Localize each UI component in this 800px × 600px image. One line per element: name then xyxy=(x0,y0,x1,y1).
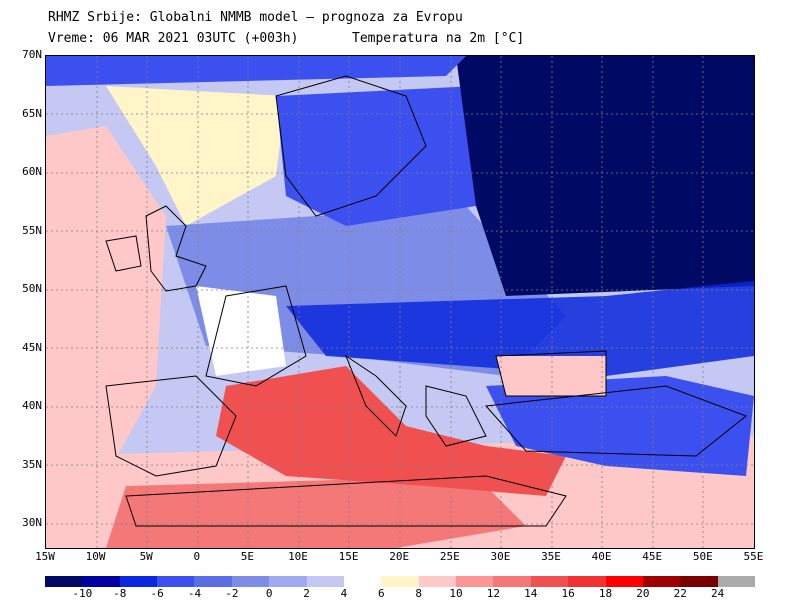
legend-swatch xyxy=(45,576,83,587)
legend-tick-label: 10 xyxy=(449,587,463,600)
legend-tick-label: 22 xyxy=(673,587,687,600)
lon-label: 55E xyxy=(743,550,764,563)
legend-tick-label: 20 xyxy=(636,587,650,600)
atlantic-light xyxy=(106,86,286,226)
lon-label: 0 xyxy=(193,550,201,563)
legend-swatch xyxy=(157,576,195,587)
legend-tick-label: 16 xyxy=(561,587,575,600)
lat-label: 55N xyxy=(22,223,42,237)
legend-tick-label: -6 xyxy=(150,587,164,600)
title: RHMZ Srbije: Globalni NMMB model — progn… xyxy=(48,10,463,25)
band-cold xyxy=(286,281,754,376)
legend-tick-label: 14 xyxy=(524,587,538,600)
legend-tick-label: 24 xyxy=(711,587,725,600)
legend-swatch xyxy=(717,576,756,587)
legend-swatch xyxy=(418,576,457,587)
legend-tick-label: -2 xyxy=(225,587,239,600)
legend-tick-label: 4 xyxy=(340,587,348,600)
grid-lines xyxy=(46,56,754,548)
lat-label: 30N xyxy=(22,516,42,529)
scandinavia-cold xyxy=(276,86,476,226)
lon-label: 10W xyxy=(85,550,106,563)
legend-swatch xyxy=(530,576,569,587)
legend-tick-label: -10 xyxy=(72,587,93,600)
legend-swatch xyxy=(82,576,121,587)
variable-name: Temperatura na 2m [°C] xyxy=(352,31,525,46)
lon-label: 35E xyxy=(541,550,561,563)
legend-swatch xyxy=(269,576,308,587)
legend-tick-label: 0 xyxy=(265,587,273,600)
lon-label: 10E xyxy=(288,550,308,563)
lon-label: 15W xyxy=(35,550,55,563)
lat-label: 40N xyxy=(22,399,42,412)
atlantic-warm xyxy=(46,126,166,486)
color-legend xyxy=(45,576,756,587)
temperature-map xyxy=(45,55,755,549)
legend-swatch xyxy=(343,576,382,587)
legend-swatch xyxy=(642,576,681,587)
sahara-hot xyxy=(106,476,526,548)
lon-label: 15E xyxy=(338,550,359,563)
legend-swatch xyxy=(568,576,607,587)
legend-swatch xyxy=(381,576,420,587)
lat-label: 45N xyxy=(22,340,42,354)
lon-label: 45E xyxy=(642,550,663,563)
forecast-time: Vreme: 06 MAR 2021 03UTC (+003h) xyxy=(48,31,299,46)
legend-tick-label: 8 xyxy=(415,587,422,600)
legend-tick-label: -8 xyxy=(113,587,127,600)
lat-label: 35N xyxy=(22,457,42,471)
legend-tick-label: 6 xyxy=(378,587,385,600)
russia-deep-cold xyxy=(456,56,754,296)
lon-label: 5W xyxy=(139,550,153,563)
coastlines xyxy=(105,75,747,527)
lon-label: 20E xyxy=(389,550,410,563)
legend-tick-label: 18 xyxy=(598,587,613,600)
legend-swatch xyxy=(306,576,345,587)
legend-tick-label: -4 xyxy=(187,587,202,600)
black-sea-warm xyxy=(496,356,606,396)
lon-label: 30E xyxy=(490,550,511,563)
lon-label: 5E xyxy=(240,550,255,563)
lat-label: 70N xyxy=(22,48,42,61)
legend-swatch xyxy=(119,576,158,587)
legend-swatch xyxy=(493,576,532,587)
legend-swatch xyxy=(456,576,494,587)
legend-tick-label: 12 xyxy=(486,587,501,600)
france-neutral xyxy=(196,286,286,376)
legend-tick-label: 2 xyxy=(303,587,310,600)
turkey-cold xyxy=(486,376,754,476)
lon-label: 40E xyxy=(591,550,612,563)
arctic-band xyxy=(46,56,466,86)
lat-label: 60N xyxy=(22,165,42,178)
map-canvas xyxy=(46,56,754,548)
legend-swatch xyxy=(605,576,644,587)
lat-label: 50N xyxy=(22,282,42,295)
legend-swatch xyxy=(194,576,233,587)
lon-label: 50E xyxy=(692,550,713,563)
legend-swatch xyxy=(680,576,719,587)
legend-swatch xyxy=(231,576,270,587)
lat-label: 65N xyxy=(22,106,42,120)
lon-label: 25E xyxy=(439,550,460,563)
